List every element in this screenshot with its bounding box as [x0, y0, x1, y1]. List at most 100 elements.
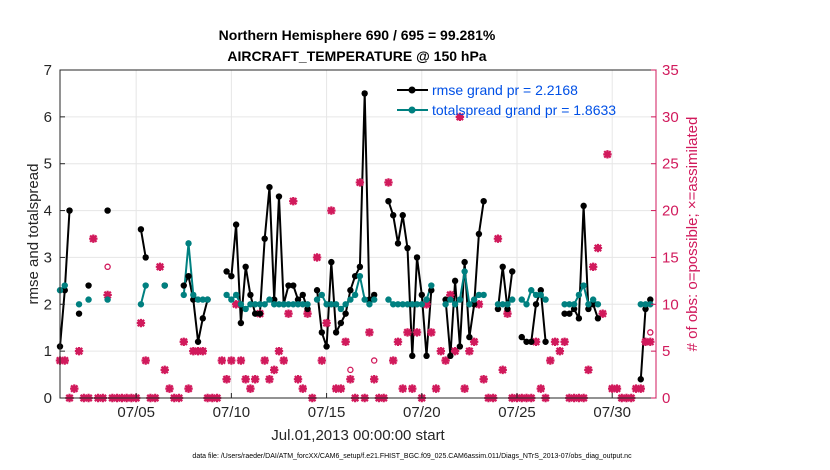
obs-assimilated-marker — [331, 384, 341, 393]
obs-assimilated-marker — [231, 300, 241, 309]
obs-assimilated-marker — [198, 346, 208, 356]
obs-assimilated-marker — [398, 384, 407, 393]
obs-assimilated-marker — [412, 328, 422, 337]
obs-assimilated-marker — [422, 300, 431, 309]
obs-assimilated-marker — [193, 346, 203, 356]
rmse-point — [385, 198, 392, 205]
totalspread-point — [337, 305, 345, 313]
y-axis-left: 0 1 2 3 4 5 6 7 — [44, 62, 65, 407]
totalspread-point — [285, 301, 292, 308]
rmse-point — [370, 291, 378, 299]
totalspread-point — [475, 291, 483, 299]
obs-assimilated-marker — [631, 384, 641, 393]
totalspread-point — [223, 291, 230, 299]
totalspread-point — [299, 301, 306, 308]
x-tick-label: 07/10 — [213, 404, 251, 421]
rmse-point — [356, 263, 364, 270]
totalspread-point — [399, 301, 406, 308]
totalspread-point — [580, 282, 587, 289]
obs-assimilated-marker — [503, 309, 512, 318]
totalspread-point — [413, 301, 421, 308]
rmse-point — [589, 301, 597, 308]
totalspread-point — [480, 291, 487, 299]
totalspread-point — [356, 272, 364, 280]
rmse-point — [570, 305, 578, 313]
totalspread-point — [509, 296, 516, 303]
rmse-point — [542, 338, 549, 345]
obs-assimilated-marker — [493, 234, 503, 243]
totalspread-point — [142, 282, 149, 289]
totalspread-point — [428, 282, 435, 289]
rmse-point — [299, 291, 306, 299]
y-tick-label: 4 — [44, 203, 52, 220]
y2-tick-label: 35 — [662, 62, 679, 79]
totalspread-point — [228, 296, 235, 303]
rmse-point — [499, 263, 506, 270]
x-axis: 07/05 07/10 07/15 07/20 07/25 07/30 — [117, 393, 631, 421]
obs-assimilated-marker — [436, 346, 446, 356]
rmse-point — [228, 272, 235, 280]
totalspread-point — [190, 291, 197, 299]
obs-assimilated-marker — [584, 365, 593, 375]
rmse-point — [61, 287, 68, 294]
obs-assimilated-marker — [189, 346, 198, 356]
obs-assimilated-marker — [431, 384, 441, 393]
totalspread-point — [409, 301, 416, 308]
totalspread-point — [575, 291, 583, 299]
obs-assimilated-marker — [303, 309, 312, 318]
obs-assimilated-marker — [274, 346, 284, 356]
x-tick-label: 07/20 — [403, 404, 441, 421]
rmse-point — [404, 244, 411, 252]
obs-assimilated-marker — [555, 346, 565, 356]
legend-rmse-label: rmse grand pr = 2.2168 — [432, 82, 578, 98]
totalspread-point — [304, 301, 311, 308]
rmse-point — [647, 296, 654, 303]
totalspread-point — [242, 305, 249, 313]
series-lines — [59, 92, 652, 380]
rmse-point — [442, 296, 449, 303]
obs-assimilated-marker — [446, 290, 455, 300]
totalspread-point — [466, 301, 473, 308]
totalspread-point — [561, 301, 568, 308]
obs-assimilated-marker — [322, 318, 331, 328]
totalspread-point — [418, 301, 425, 308]
totalspread-point — [85, 296, 92, 303]
rmse-point — [528, 338, 535, 345]
totalspread-point — [518, 296, 525, 303]
rmse-point — [504, 305, 511, 313]
rmse-point — [318, 329, 326, 336]
rmse-point — [418, 291, 425, 299]
rmse-point — [261, 235, 268, 242]
obs-assimilated-marker — [369, 375, 379, 384]
obs-assimilated-marker — [608, 384, 617, 393]
rmse-point — [575, 315, 583, 322]
rmse-point — [104, 207, 111, 214]
rmse-point — [232, 221, 240, 228]
obs-assimilated-marker — [389, 356, 398, 365]
rmse-point — [271, 296, 278, 303]
rmse-point — [247, 291, 254, 299]
totalspread-point — [404, 301, 411, 308]
rmse-point — [242, 263, 249, 270]
rmse-line — [59, 92, 652, 380]
obs-possible-marker — [647, 329, 654, 336]
y2-tick-label: 20 — [662, 203, 679, 220]
rmse-point — [75, 310, 83, 317]
rmse-point — [390, 212, 397, 219]
rmse-point — [285, 282, 292, 289]
y2-tick-label: 0 — [662, 390, 670, 407]
rmse-point — [294, 296, 302, 303]
x-tick-label: 07/05 — [117, 404, 155, 421]
obs-assimilated-marker — [593, 243, 603, 253]
rmse-point — [142, 254, 149, 261]
y-tick-label: 2 — [44, 296, 52, 313]
totalspread-point — [61, 282, 68, 289]
totalspread-point — [347, 296, 354, 303]
rmse-point — [366, 296, 373, 303]
rmse-point — [637, 376, 644, 383]
rmse-point — [266, 183, 273, 191]
rmse-point — [461, 258, 468, 266]
totalspread-point — [647, 301, 654, 308]
totalspread-point — [370, 296, 378, 303]
obs-assimilated-marker — [179, 337, 188, 346]
